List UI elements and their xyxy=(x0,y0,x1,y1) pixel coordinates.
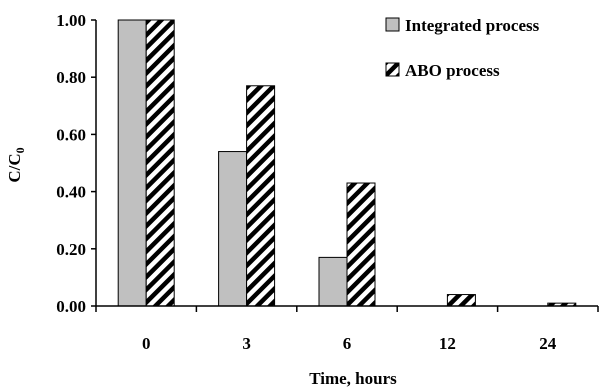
x-tick-label: 6 xyxy=(343,334,352,353)
ticks-group: 0.00 0.20 0.40 0.60 0.80 1.00 0 3 6 12 24 xyxy=(56,11,599,353)
bars-group xyxy=(117,19,577,307)
bar-abo-3 xyxy=(246,85,276,307)
bar-abo-12 xyxy=(446,294,476,307)
bar-abo-6 xyxy=(346,182,376,307)
legend-swatch-integrated xyxy=(385,17,400,32)
bar-integrated-0 xyxy=(117,19,147,307)
x-tick-label: 12 xyxy=(439,334,456,353)
legend-label-abo: ABO process xyxy=(405,61,500,80)
y-tick-label: 0.20 xyxy=(56,240,86,259)
legend-label-integrated: Integrated process xyxy=(405,16,540,35)
x-axis-title: Time, hours xyxy=(309,369,397,388)
x-tick-label: 0 xyxy=(142,334,151,353)
y-tick-label: 0.00 xyxy=(56,297,86,316)
y-tick-label: 0.60 xyxy=(56,125,86,144)
bar-abo-0 xyxy=(145,19,175,307)
x-tick-label: 24 xyxy=(539,334,557,353)
y-tick-label: 1.00 xyxy=(56,11,86,30)
axes-group xyxy=(95,20,598,307)
legend-swatch-abo xyxy=(385,62,400,77)
bar-integrated-6 xyxy=(318,256,348,307)
x-tick-label: 3 xyxy=(242,334,251,353)
y-tick-label: 0.40 xyxy=(56,183,86,202)
y-tick-label: 0.80 xyxy=(56,68,86,87)
bar-integrated-3 xyxy=(218,151,248,307)
legend: Integrated process ABO process xyxy=(385,16,540,80)
y-axis-title: C/C0 xyxy=(5,147,27,182)
